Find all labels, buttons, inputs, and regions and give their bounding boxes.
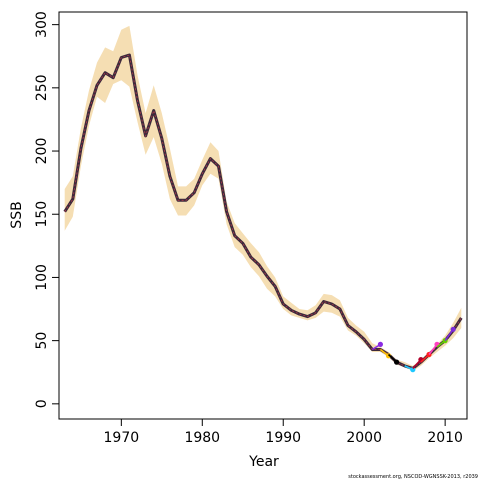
retro-peel-point-1 <box>385 353 392 359</box>
y-tick-label-200: 200 <box>34 138 50 165</box>
retro-peel-point-2 <box>394 359 400 365</box>
retro-peel-point-3 <box>410 367 416 373</box>
y-tick-label-300: 300 <box>34 11 50 38</box>
y-tick-label-250: 250 <box>34 74 50 101</box>
y-tick-label-0: 0 <box>34 399 50 408</box>
y-tick-label-150: 150 <box>34 201 50 228</box>
x-axis-label: Year <box>248 454 279 470</box>
retro-peel-point-0 <box>377 341 383 347</box>
retrospective-peels-layer <box>371 326 456 373</box>
y-tick-label-50: 50 <box>34 332 50 350</box>
x-tick-label-1970: 1970 <box>104 430 140 446</box>
x-tick-label-1980: 1980 <box>184 430 220 446</box>
y-tick-label-100: 100 <box>34 264 50 291</box>
x-tick-label-2010: 2010 <box>427 430 463 446</box>
x-axis: 1970 1980 1990 2000 2010 <box>104 419 463 446</box>
confidence-band-layer <box>64 25 462 372</box>
confidence-band <box>64 25 462 372</box>
y-axis-label: SSB <box>9 201 25 228</box>
retro-peel-point-8 <box>450 326 456 332</box>
x-tick-label-1990: 1990 <box>265 430 301 446</box>
footer-credit: stockassessment.org, NSCOD-WGNSSK-2013, … <box>348 474 478 480</box>
plot-frame <box>58 11 468 420</box>
y-axis: 0 50 100 150 200 250 300 <box>34 11 59 408</box>
x-tick-label-2000: 2000 <box>346 430 382 446</box>
